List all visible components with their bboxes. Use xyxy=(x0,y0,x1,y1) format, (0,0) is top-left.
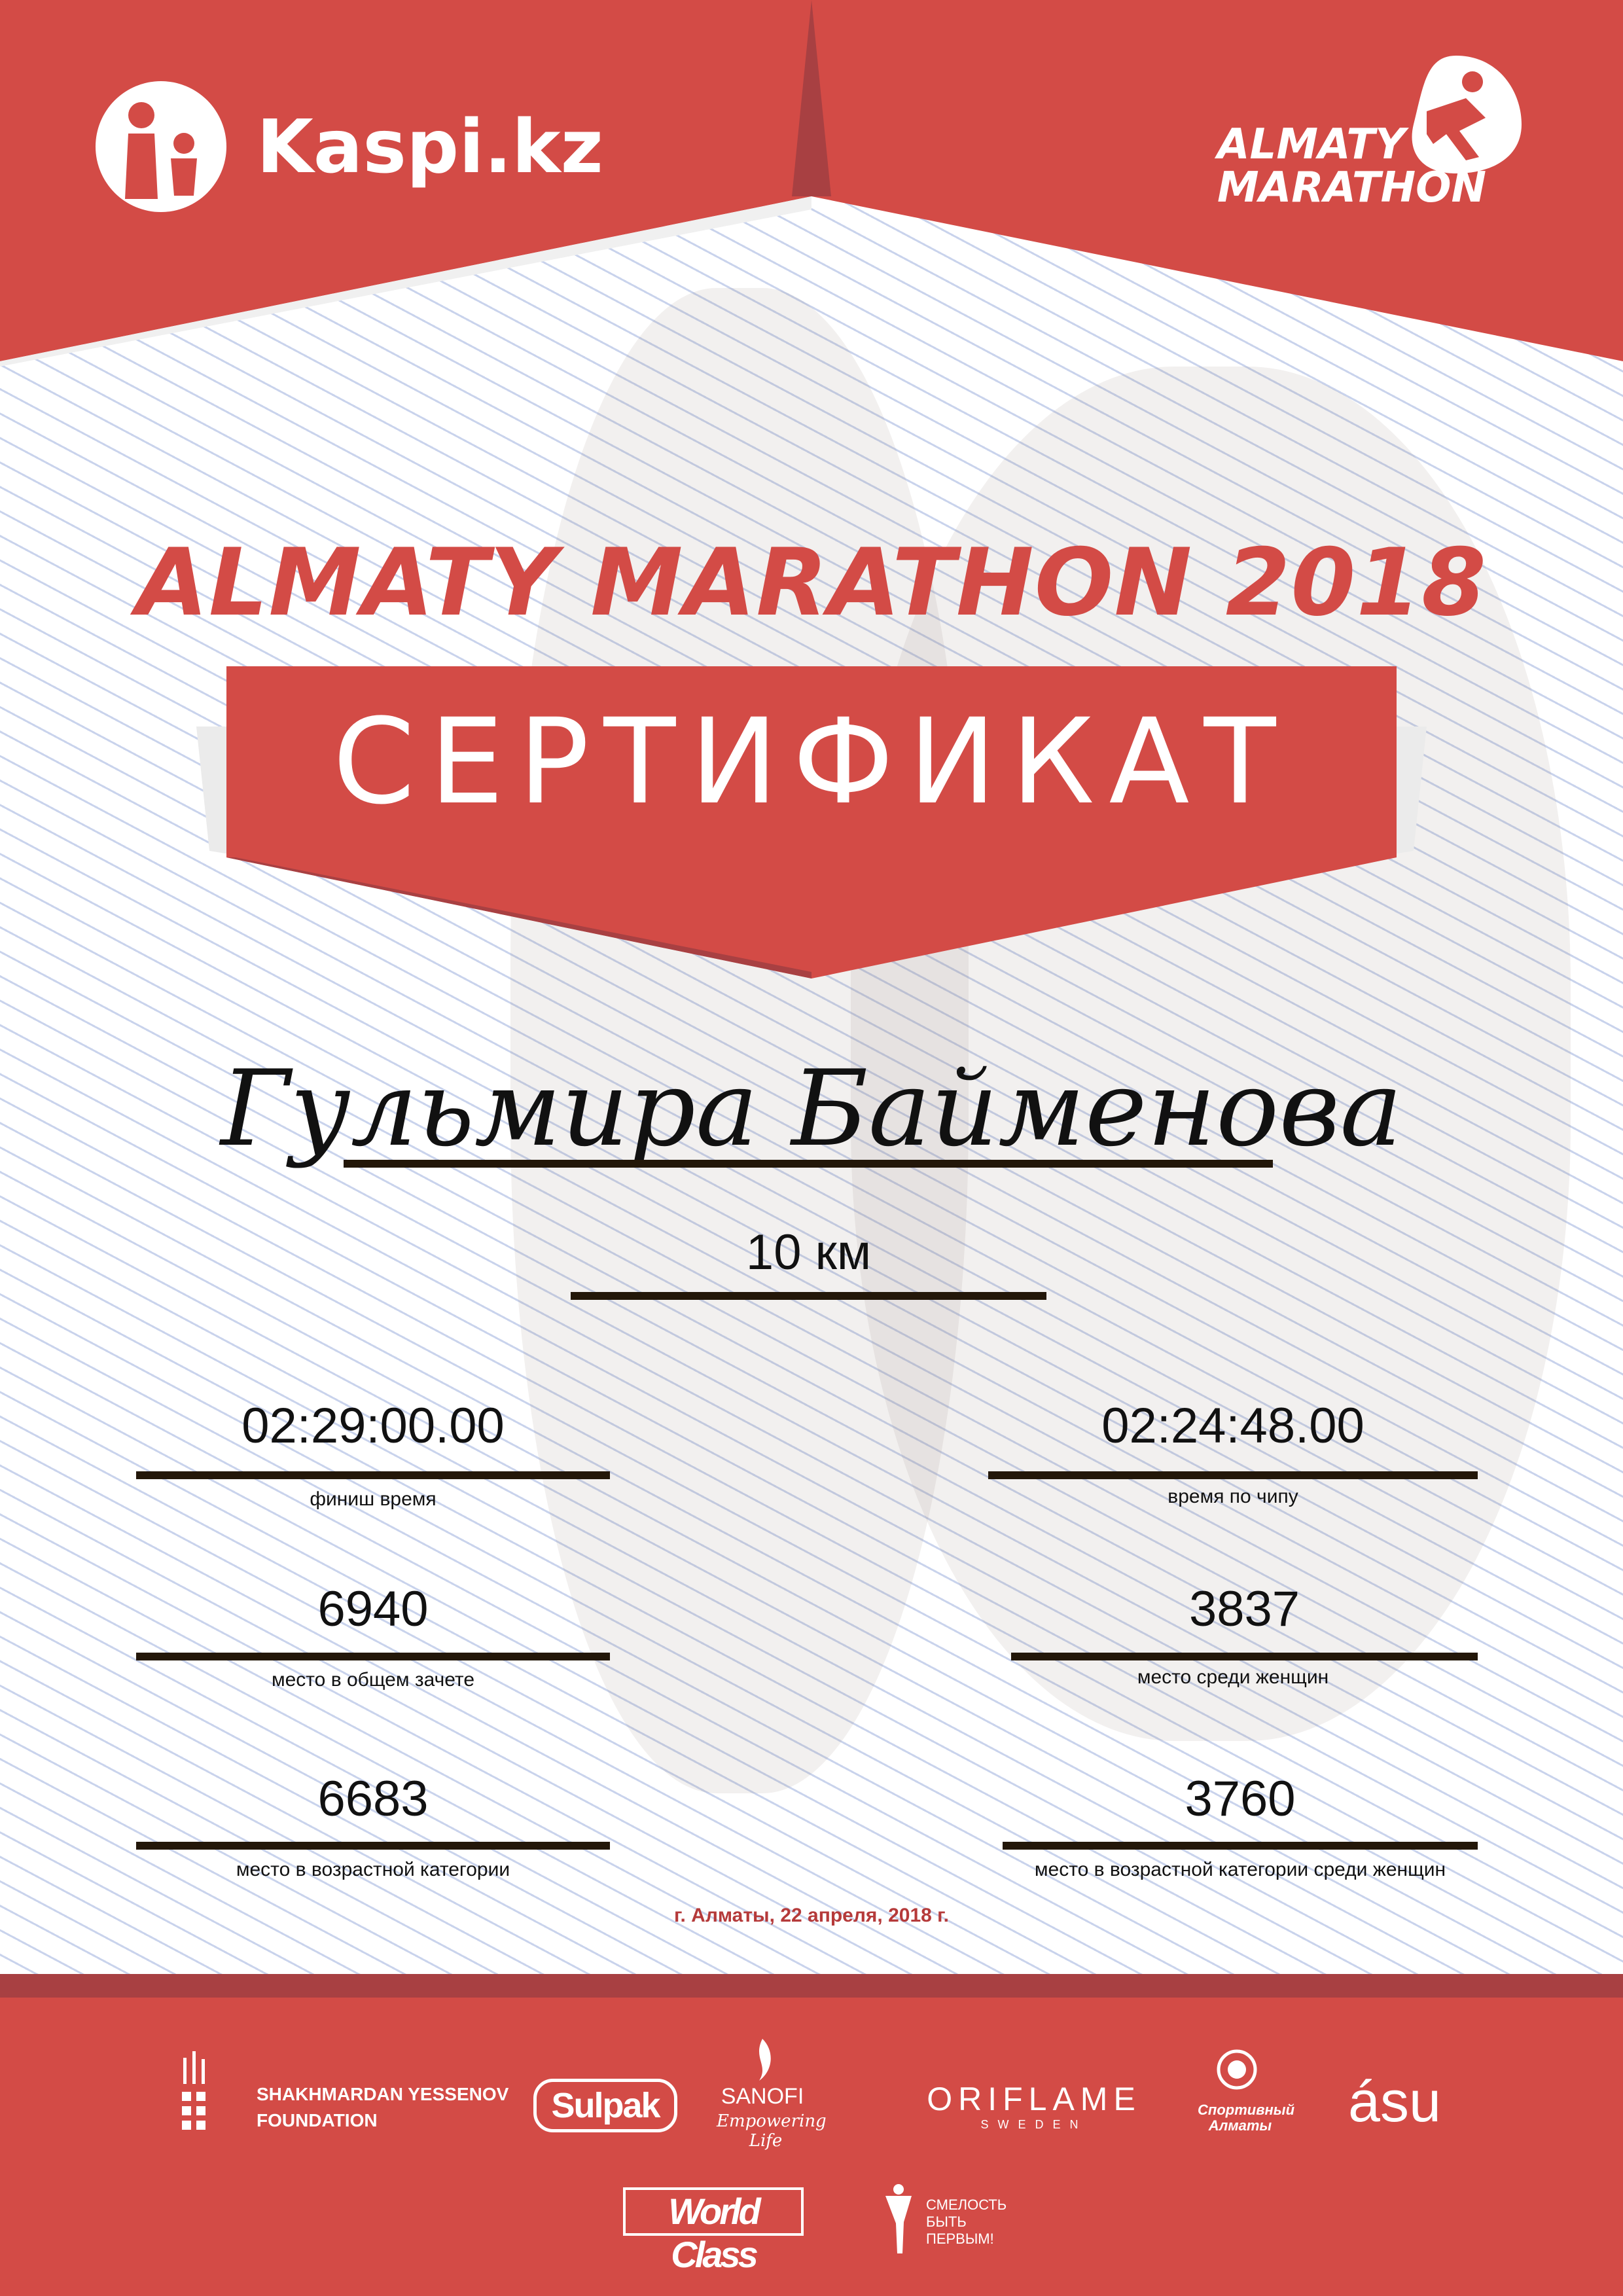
oriflame-sub: SWEDEN xyxy=(980,2118,1088,2131)
event-title: ALMATY MARATHON 2018 xyxy=(136,529,1487,637)
fund-line1: СМЕЛОСТЬ xyxy=(926,2197,1007,2213)
finish-time-label: финиш время xyxy=(310,1488,437,1510)
women-place-label: место среди женщин xyxy=(1137,1666,1329,1688)
footer-stripe xyxy=(0,1974,1623,1998)
yessenov-foundation-icon xyxy=(182,2051,205,2130)
runner-photo-woman xyxy=(851,367,1571,1741)
sanofi-bird-icon xyxy=(759,2039,771,2081)
overall-place-label: место в общем зачете xyxy=(271,1669,475,1691)
sulpak-logo: Sulpak xyxy=(533,2079,677,2132)
age-place-line xyxy=(136,1842,610,1850)
age-place-label: место в возрастной категории xyxy=(236,1859,510,1880)
almaty-marathon-logo: ALMATY MARATHON xyxy=(1217,123,1486,209)
age-women-place-value: 3760 xyxy=(1185,1771,1296,1827)
distance: 10 км xyxy=(745,1225,872,1280)
kaspi-logo-icon xyxy=(96,81,226,212)
header-banner xyxy=(0,0,1623,367)
kaspi-logo-text: Kaspi.kz xyxy=(257,105,603,190)
fund-line2: БЫТЬ xyxy=(926,2214,967,2230)
asu-logo: ásu xyxy=(1348,2069,1441,2134)
chip-time-value: 02:24:48.00 xyxy=(1101,1398,1364,1454)
participant-name: Гульмира Байменова xyxy=(221,1047,1402,1170)
distance-underline xyxy=(571,1292,1046,1300)
sanofi-logo: SANOFI xyxy=(721,2084,804,2109)
fund-logo-text: СМЕЛОСТЬ БЫТЬ ПЕРВЫМ! xyxy=(926,2197,1007,2248)
fund-line3: ПЕРВЫМ! xyxy=(926,2231,994,2247)
finish-time-line xyxy=(136,1471,610,1479)
sponsors-footer xyxy=(0,1998,1623,2296)
certificate-heading: СЕРТИФИКАТ xyxy=(332,694,1291,831)
chip-time-line xyxy=(988,1471,1478,1479)
fund-runner-icon xyxy=(885,2184,912,2253)
sport-almaty-logo: Спортивный Алматы xyxy=(1198,2102,1295,2134)
sport-almaty-emblem-icon xyxy=(1217,2049,1257,2090)
overall-place-line xyxy=(136,1653,610,1660)
sanofi-tagline: Empowering Life xyxy=(717,2111,827,2151)
yessenov-line1: SHAKHMARDAN YESSENOV xyxy=(257,2084,509,2104)
oriflame-logo: ORIFLAME xyxy=(927,2081,1141,2117)
women-place-value: 3837 xyxy=(1188,1581,1300,1637)
world-class-logo: World Class xyxy=(623,2187,804,2275)
name-underline xyxy=(344,1160,1273,1168)
age-place-value: 6683 xyxy=(317,1771,429,1827)
age-women-place-line xyxy=(1003,1842,1478,1850)
yessenov-foundation-logo: SHAKHMARDAN YESSENOV FOUNDATION xyxy=(257,2081,508,2134)
age-women-place-label: место в возрастной категории среди женщи… xyxy=(1034,1859,1446,1880)
overall-place-value: 6940 xyxy=(317,1581,429,1637)
finish-time-value: 02:29:00.00 xyxy=(241,1398,505,1454)
yessenov-line2: FOUNDATION xyxy=(257,2110,378,2130)
logo-line1: ALMATY xyxy=(1217,120,1406,169)
issue-date: г. Алматы, 22 апреля, 2018 г. xyxy=(674,1905,949,1926)
runner-photo-man xyxy=(510,288,969,1793)
certificate-ribbon xyxy=(196,666,1427,978)
logo-line2: MARATHON xyxy=(1217,164,1487,212)
almaty-marathon-runner-icon xyxy=(1412,56,1522,173)
chip-time-label: время по чипу xyxy=(1168,1486,1298,1507)
women-place-line xyxy=(1011,1653,1478,1660)
